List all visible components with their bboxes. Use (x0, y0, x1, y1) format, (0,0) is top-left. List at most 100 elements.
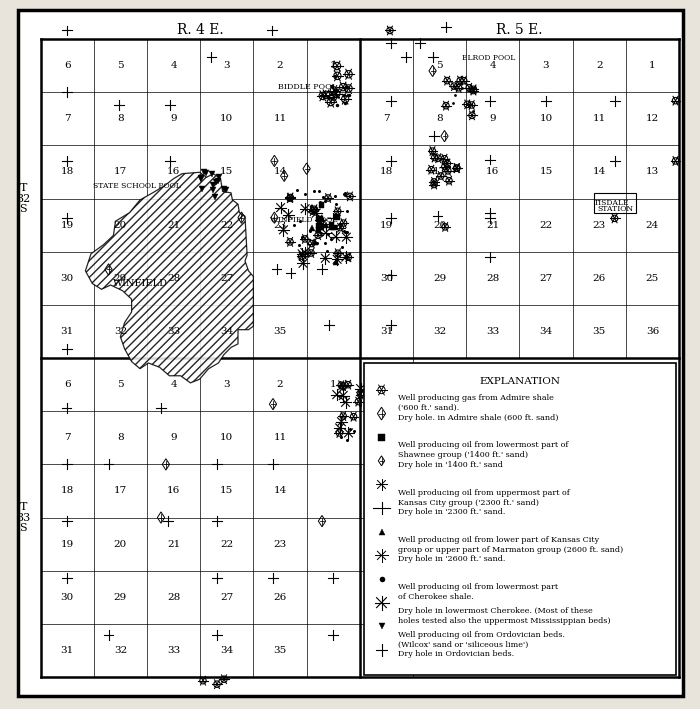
Text: T
33
S: T 33 S (16, 502, 30, 533)
Bar (594, 193, 636, 213)
Text: 4: 4 (489, 61, 496, 70)
Text: WINFIELD: WINFIELD (113, 279, 167, 288)
Text: 35: 35 (593, 327, 606, 336)
Text: R. 4 E.: R. 4 E. (177, 23, 223, 37)
Text: 17: 17 (433, 167, 446, 177)
Text: 7: 7 (64, 114, 71, 123)
Text: 7: 7 (64, 433, 71, 442)
Text: 34: 34 (220, 327, 233, 336)
Text: Well producing oil from Ordovician beds.
(Wilcox' sand or 'siliceous lime'): Well producing oil from Ordovician beds.… (398, 630, 564, 648)
Text: 32: 32 (433, 327, 446, 336)
Text: 24: 24 (646, 220, 659, 230)
Text: 21: 21 (167, 540, 180, 549)
Text: 18: 18 (380, 486, 393, 496)
Text: 10: 10 (540, 114, 552, 123)
Text: 20: 20 (433, 220, 446, 230)
Bar (329, 222, 335, 228)
Text: 1: 1 (649, 61, 656, 70)
Text: 11: 11 (593, 114, 606, 123)
Text: STATION: STATION (597, 205, 634, 213)
Text: Dry hole in lowermost Cherokee. (Most of these
holes tested also the uppermost M: Dry hole in lowermost Cherokee. (Most of… (398, 607, 610, 625)
Text: 32: 32 (114, 327, 127, 336)
Text: 29: 29 (114, 593, 127, 602)
Text: Well producing oil from lowermost part of
Shawnee group ('1400 ft.' sand): Well producing oil from lowermost part o… (398, 442, 568, 459)
Text: 29: 29 (114, 274, 127, 283)
Text: 4: 4 (170, 380, 177, 389)
Text: 22: 22 (220, 220, 233, 230)
Text: 8: 8 (117, 114, 124, 123)
Text: 19: 19 (380, 220, 393, 230)
Text: 14: 14 (593, 167, 606, 177)
Text: 2: 2 (276, 380, 284, 389)
Text: 31: 31 (61, 327, 74, 336)
Text: 20: 20 (114, 220, 127, 230)
Text: 9: 9 (170, 433, 177, 442)
Text: STATE SCHOOL POOL: STATE SCHOOL POOL (92, 182, 181, 190)
Text: TISDALE: TISDALE (594, 199, 630, 207)
Text: 26: 26 (274, 593, 286, 602)
Text: 10: 10 (220, 433, 233, 442)
Bar (319, 202, 325, 208)
Text: 27: 27 (220, 593, 233, 602)
Bar (317, 216, 323, 222)
Text: 21: 21 (486, 220, 499, 230)
Text: EXPLANATION: EXPLANATION (480, 377, 560, 386)
Text: 17: 17 (114, 486, 127, 496)
Text: 12: 12 (646, 114, 659, 123)
Text: 16: 16 (486, 167, 499, 177)
Text: Dry hole in '2300 ft.' sand.: Dry hole in '2300 ft.' sand. (398, 508, 505, 516)
Text: 28: 28 (486, 274, 499, 283)
Bar (378, 434, 385, 441)
Text: 1: 1 (330, 61, 337, 70)
Text: 22: 22 (220, 540, 233, 549)
Text: 17: 17 (114, 167, 127, 177)
Text: 35: 35 (274, 646, 286, 655)
Text: 14: 14 (274, 167, 286, 177)
Text: 30: 30 (380, 274, 393, 283)
Text: Dry hole in '2600 ft.' sand.: Dry hole in '2600 ft.' sand. (398, 555, 505, 564)
Text: 30: 30 (61, 593, 74, 602)
Bar (334, 214, 340, 220)
Text: 18: 18 (380, 167, 393, 177)
Text: 15: 15 (220, 167, 233, 177)
Text: 6: 6 (64, 380, 71, 389)
Bar (364, 363, 676, 675)
Text: 2: 2 (596, 61, 603, 70)
Bar (331, 225, 337, 230)
Text: WINFIELD POOL: WINFIELD POOL (270, 216, 337, 224)
Text: 5: 5 (117, 380, 124, 389)
Text: 8: 8 (436, 114, 443, 123)
Text: 9: 9 (489, 114, 496, 123)
Text: Well producing oil from lower part of Kansas City
group or upper part of Marmato: Well producing oil from lower part of Ka… (398, 536, 623, 554)
Text: BIDDLE POOL: BIDDLE POOL (279, 83, 337, 91)
Text: 4: 4 (170, 61, 177, 70)
Text: 3: 3 (223, 61, 230, 70)
Text: 33: 33 (167, 646, 180, 655)
Text: 19: 19 (61, 540, 74, 549)
Text: 9: 9 (170, 114, 177, 123)
Text: 30: 30 (61, 274, 74, 283)
Text: 28: 28 (167, 593, 180, 602)
Text: 30: 30 (380, 593, 393, 602)
Text: 6: 6 (383, 380, 390, 389)
Text: Dry hole. in Admire shale (600 ft. sand): Dry hole. in Admire shale (600 ft. sand) (398, 413, 558, 422)
Text: 31: 31 (380, 327, 393, 336)
Text: 36: 36 (646, 327, 659, 336)
Text: 34: 34 (220, 646, 233, 655)
Text: 3: 3 (223, 380, 230, 389)
Text: 27: 27 (540, 274, 552, 283)
Text: 31: 31 (380, 646, 393, 655)
Text: 21: 21 (167, 220, 180, 230)
Text: 22: 22 (540, 220, 552, 230)
Text: 20: 20 (114, 540, 127, 549)
Text: 16: 16 (167, 167, 180, 177)
Text: 8: 8 (117, 433, 124, 442)
Text: 33: 33 (167, 327, 180, 336)
Text: 25: 25 (646, 274, 659, 283)
Text: 34: 34 (540, 327, 552, 336)
Text: ELROD POOL: ELROD POOL (462, 54, 515, 62)
Text: 15: 15 (220, 486, 233, 496)
Text: 33: 33 (486, 327, 499, 336)
Text: 11: 11 (274, 114, 286, 123)
Text: 18: 18 (61, 167, 74, 177)
